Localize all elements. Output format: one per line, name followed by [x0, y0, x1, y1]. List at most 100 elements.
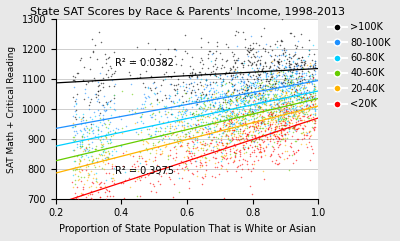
Point — [282, 81, 288, 85]
Point — [312, 104, 318, 107]
Point — [312, 97, 318, 100]
Point — [244, 138, 251, 142]
Point — [268, 96, 275, 100]
Point — [192, 128, 198, 132]
Point — [311, 86, 317, 90]
Point — [236, 120, 243, 124]
Point — [231, 154, 238, 157]
Point — [226, 147, 233, 151]
Point — [267, 44, 273, 48]
Point — [244, 48, 250, 52]
Point — [280, 97, 287, 101]
Point — [230, 121, 237, 125]
Point — [189, 70, 195, 74]
Point — [279, 70, 286, 74]
Point — [195, 95, 201, 99]
Point — [286, 61, 292, 65]
Point — [210, 121, 216, 125]
Point — [205, 129, 211, 133]
Point — [69, 181, 76, 184]
Point — [218, 150, 224, 154]
Point — [298, 76, 304, 80]
Point — [305, 116, 312, 120]
Point — [296, 97, 302, 101]
Point — [81, 66, 88, 69]
Point — [111, 50, 118, 54]
Point — [278, 82, 285, 86]
Point — [108, 140, 114, 144]
Point — [251, 103, 257, 107]
Point — [298, 83, 305, 87]
Point — [248, 112, 254, 115]
Point — [307, 134, 313, 138]
Point — [232, 120, 239, 124]
Point — [249, 114, 256, 118]
Point — [246, 99, 252, 103]
Point — [272, 129, 278, 133]
Point — [217, 84, 224, 87]
Point — [230, 65, 236, 69]
Point — [289, 70, 295, 74]
Point — [279, 123, 285, 127]
Point — [225, 95, 231, 99]
Point — [243, 126, 250, 130]
Point — [310, 68, 317, 72]
Point — [196, 98, 202, 102]
Point — [256, 145, 263, 148]
Point — [290, 108, 297, 112]
Point — [255, 94, 261, 97]
Point — [222, 110, 228, 114]
Point — [148, 101, 154, 105]
Point — [258, 94, 265, 97]
Point — [252, 136, 259, 140]
Point — [105, 207, 112, 210]
Point — [183, 85, 189, 88]
Point — [254, 79, 261, 83]
Point — [231, 129, 237, 133]
Point — [184, 141, 190, 145]
Point — [77, 158, 84, 161]
Point — [70, 125, 76, 129]
Point — [198, 72, 204, 76]
Point — [249, 138, 255, 142]
Point — [244, 85, 250, 89]
Point — [306, 74, 312, 78]
Point — [176, 109, 182, 113]
Point — [236, 150, 243, 154]
Point — [309, 126, 316, 129]
Point — [194, 129, 201, 133]
Point — [198, 153, 204, 157]
Point — [296, 100, 302, 104]
Point — [291, 95, 297, 99]
Point — [210, 103, 217, 107]
Point — [165, 119, 172, 122]
Point — [305, 78, 312, 82]
Point — [228, 67, 234, 71]
Point — [150, 160, 157, 163]
Point — [81, 127, 87, 131]
Point — [239, 125, 245, 128]
Point — [291, 86, 298, 90]
Point — [179, 115, 186, 119]
Point — [176, 140, 183, 144]
Point — [190, 144, 196, 147]
Point — [95, 108, 101, 112]
Point — [280, 100, 287, 104]
Point — [77, 159, 83, 163]
Point — [278, 87, 285, 91]
Point — [253, 121, 260, 125]
Point — [216, 100, 222, 104]
Point — [188, 136, 194, 140]
Point — [290, 82, 296, 86]
Point — [188, 90, 194, 94]
Point — [109, 78, 115, 82]
Point — [86, 100, 93, 103]
Point — [276, 79, 282, 82]
Point — [289, 100, 295, 104]
Point — [275, 104, 282, 107]
Point — [272, 106, 278, 110]
Point — [308, 94, 315, 98]
Point — [214, 142, 220, 146]
Point — [283, 90, 289, 94]
Point — [236, 138, 243, 142]
